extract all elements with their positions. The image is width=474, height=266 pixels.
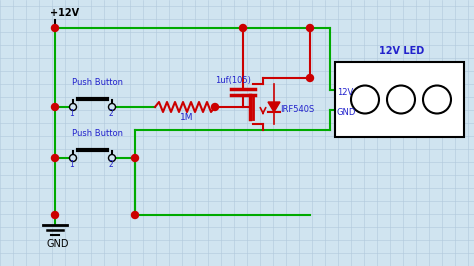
Text: 12V LED: 12V LED — [380, 46, 425, 56]
Text: +12V: +12V — [50, 8, 79, 18]
Text: 1M: 1M — [180, 113, 193, 122]
Circle shape — [52, 24, 58, 31]
Text: IRF540S: IRF540S — [280, 105, 314, 114]
Text: GND: GND — [47, 239, 70, 249]
Circle shape — [109, 155, 116, 161]
Text: 12V: 12V — [337, 88, 353, 97]
Circle shape — [70, 155, 76, 161]
Text: 1: 1 — [69, 160, 74, 169]
Circle shape — [351, 85, 379, 114]
Circle shape — [52, 155, 58, 161]
Bar — [335, 62, 464, 137]
Circle shape — [387, 85, 415, 114]
Text: GND: GND — [337, 108, 356, 117]
Text: 2: 2 — [109, 109, 114, 118]
Circle shape — [307, 24, 313, 31]
Circle shape — [52, 211, 58, 218]
Text: 1uf(105): 1uf(105) — [215, 76, 251, 85]
Circle shape — [211, 103, 219, 110]
Circle shape — [307, 74, 313, 81]
Circle shape — [52, 103, 58, 110]
Text: Push Button: Push Button — [72, 78, 123, 87]
Text: 1: 1 — [69, 109, 74, 118]
Circle shape — [423, 85, 451, 114]
Polygon shape — [268, 102, 280, 112]
Circle shape — [239, 24, 246, 31]
Circle shape — [109, 103, 116, 110]
Circle shape — [70, 103, 76, 110]
Circle shape — [131, 211, 138, 218]
Circle shape — [131, 155, 138, 161]
Text: Push Button: Push Button — [72, 129, 123, 138]
Text: 2: 2 — [109, 160, 114, 169]
